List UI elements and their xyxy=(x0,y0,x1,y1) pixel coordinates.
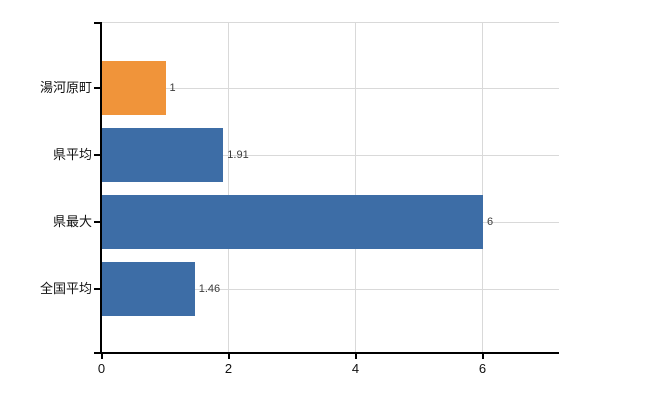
value-label: 1 xyxy=(169,82,176,94)
value-label: 1.91 xyxy=(227,149,249,161)
y-axis-tick xyxy=(94,288,100,290)
y-axis-tick xyxy=(94,87,100,89)
gridline-horizontal xyxy=(102,155,559,156)
category-label: 湯河原町 xyxy=(39,80,92,95)
plot-top-border xyxy=(100,22,559,23)
y-axis-tick xyxy=(94,221,100,223)
category-label: 県平均 xyxy=(52,147,92,162)
bar xyxy=(102,195,483,249)
category-label: 全国平均 xyxy=(39,281,92,296)
bar xyxy=(102,128,224,182)
y-axis-tick xyxy=(94,154,100,156)
bar xyxy=(102,262,195,316)
gridline-horizontal xyxy=(102,289,559,290)
x-tick-label: 4 xyxy=(351,361,360,376)
x-tick-label: 0 xyxy=(97,361,106,376)
gridline-vertical xyxy=(355,22,356,352)
x-tick-label: 2 xyxy=(224,361,233,376)
x-axis-tick xyxy=(354,354,357,359)
y-axis xyxy=(100,22,102,352)
x-axis-tick xyxy=(481,354,484,359)
y-axis-top-tick xyxy=(94,22,100,24)
x-tick-label: 6 xyxy=(478,361,487,376)
gridline-vertical xyxy=(482,22,483,352)
x-axis-tick xyxy=(100,354,103,359)
value-label: 6 xyxy=(487,216,494,228)
value-label: 1.46 xyxy=(198,283,221,295)
x-axis xyxy=(94,352,559,354)
gridline-vertical xyxy=(228,22,229,352)
category-label: 県最大 xyxy=(52,214,92,229)
x-axis-tick xyxy=(227,354,230,359)
bar xyxy=(102,61,166,115)
gridline-horizontal xyxy=(102,88,559,89)
